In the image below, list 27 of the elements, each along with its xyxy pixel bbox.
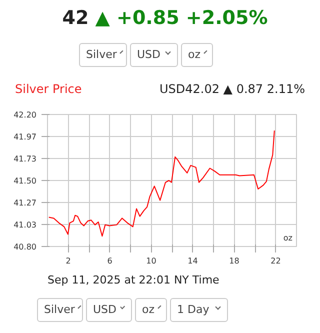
text: Silver	[86, 47, 117, 63]
x-tick-label: 18	[229, 256, 240, 266]
text: 42	[62, 7, 89, 29]
y-tick-label: 41.97	[14, 132, 37, 142]
x-tick-label: 2	[66, 256, 71, 266]
text: ▲ +0.85 +2.05%	[95, 7, 268, 29]
y-tick-label: 41.27	[14, 198, 37, 208]
y-tick-label: 42.20	[14, 110, 37, 120]
text: Sep 11, 2025 at 22:01 NY Time	[48, 274, 220, 286]
chart-subtitle: USD42.02 ▲ 0.87 2.11%	[159, 81, 305, 98]
y-tick-label: 41.50	[14, 176, 37, 186]
text: USD	[93, 302, 117, 318]
y-tick-label: 41.73	[14, 154, 37, 164]
text: 1 Day	[177, 302, 210, 318]
y-tick-label: 40.80	[14, 242, 37, 252]
x-tick-label: 6	[107, 256, 112, 266]
text: oz	[142, 302, 155, 318]
y-tick-label: 41.03	[14, 220, 37, 230]
x-tick-label: 10	[146, 256, 156, 266]
line-series	[48, 130, 275, 237]
annotation: oz	[283, 234, 292, 242]
text: oz	[188, 47, 201, 63]
text: Silver	[44, 302, 75, 318]
x-tick-label: 14	[188, 256, 198, 266]
text: USD	[137, 47, 161, 63]
chart-title: Silver Price	[15, 81, 82, 98]
x-tick-label: 22	[270, 256, 281, 266]
